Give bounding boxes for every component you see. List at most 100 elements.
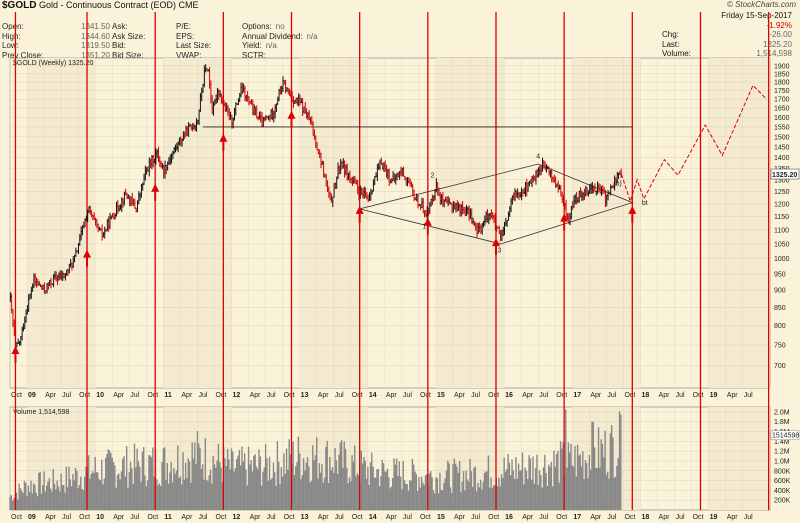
volume-bar <box>399 476 402 510</box>
info-key: Ask: <box>112 22 128 31</box>
x-tick-label: Oct <box>284 392 295 399</box>
x-tick-label: 16 <box>505 392 513 399</box>
volume-bar <box>178 477 180 510</box>
volume-bar <box>213 464 216 510</box>
volume-bar <box>571 465 574 510</box>
volume-bar <box>66 487 69 510</box>
volume-bar <box>169 472 171 510</box>
volume-bar <box>502 477 504 510</box>
volume-bar <box>153 476 155 510</box>
volume-bar <box>499 486 501 510</box>
volume-bar <box>110 453 112 510</box>
volume-bar <box>237 455 239 510</box>
volume-bar <box>208 475 210 510</box>
volume-bar <box>343 441 345 510</box>
volume-bar <box>199 448 201 510</box>
pattern-label: (b) <box>613 181 622 188</box>
volume-bar <box>128 472 130 510</box>
volume-bar <box>479 479 482 510</box>
volume-bar <box>183 479 186 510</box>
x-tick-label: Oct <box>11 392 22 399</box>
x-tick-label: Jul <box>198 514 207 521</box>
volume-bar <box>35 492 37 510</box>
volume-bar <box>549 466 551 510</box>
volume-bar <box>319 472 322 510</box>
volume-last-label: 1514598 <box>772 433 799 440</box>
volume-bar <box>595 467 597 510</box>
volume-bar <box>118 473 120 510</box>
volume-bar <box>139 466 141 510</box>
volume-bar <box>171 482 174 510</box>
volume-bar <box>232 451 234 510</box>
price-tick-label: 1200 <box>774 201 790 208</box>
volume-bar <box>424 475 427 510</box>
volume-bar <box>279 484 281 510</box>
volume-bar <box>452 464 454 510</box>
x-tick-label: Jul <box>62 392 71 399</box>
volume-bar <box>170 462 172 510</box>
volume-bar <box>112 461 115 510</box>
volume-bar <box>385 471 387 510</box>
volume-label: Volume: <box>662 49 691 58</box>
x-tick-label: Jul <box>676 392 685 399</box>
volume-bar <box>474 466 477 510</box>
x-tick-label: Apr <box>590 392 602 399</box>
volume-bar <box>506 469 508 510</box>
volume-bar <box>620 414 622 510</box>
volume-bar <box>267 480 269 510</box>
volume-bar <box>85 466 87 510</box>
volume-bar <box>565 409 567 510</box>
symbol: $GOLD <box>2 0 37 11</box>
volume-bar <box>454 463 457 510</box>
volume-bar <box>148 455 150 510</box>
volume-bar <box>61 485 64 510</box>
x-tick-label: Jul <box>335 514 344 521</box>
volume-bar <box>51 491 53 510</box>
volume-bar <box>523 484 525 510</box>
x-tick-label: Apr <box>659 392 671 399</box>
volume-bar <box>22 492 24 510</box>
volume-bar <box>369 462 372 510</box>
volume-bar <box>302 458 305 510</box>
cycle-arrow-head <box>83 249 92 258</box>
volume-bar <box>91 471 94 510</box>
volume-bar <box>431 476 433 510</box>
chg-value: -26.00 <box>769 30 792 39</box>
info-key: SCTR: <box>242 50 266 60</box>
volume-bar <box>481 489 483 510</box>
x-tick-label: Oct <box>284 514 295 521</box>
x-tick-label: Jul <box>607 514 616 521</box>
x-tick-label: 13 <box>301 392 309 399</box>
info-row: Bid: <box>112 41 172 51</box>
volume-bar <box>70 486 73 510</box>
volume-bar <box>445 470 448 510</box>
volume-bar <box>582 451 584 510</box>
volume-bar <box>28 491 31 510</box>
volume-bar <box>146 480 149 510</box>
volume-bar <box>270 479 272 510</box>
pattern-label: bt <box>642 200 648 207</box>
price-tick-label: 1900 <box>774 63 790 70</box>
volume-bar <box>553 450 555 510</box>
pattern-label: 4 <box>536 154 540 161</box>
price-tick-label: 1050 <box>774 241 790 248</box>
volume-bar <box>510 475 512 510</box>
volume-bar <box>390 486 393 510</box>
x-tick-label: Apr <box>318 514 330 521</box>
info-key: Bid Size: <box>112 50 144 60</box>
volume-bar <box>357 474 360 510</box>
volume-bar <box>48 478 51 510</box>
volume-bar <box>124 476 127 510</box>
info-value: 1341.50 <box>81 22 110 31</box>
x-tick-label: Jul <box>267 392 276 399</box>
volume-bar <box>276 441 279 510</box>
price-tick-label: 1550 <box>774 124 790 131</box>
volume-bar <box>309 482 311 510</box>
volume-bar <box>89 478 91 510</box>
volume-bar <box>440 489 442 510</box>
volume-bar <box>99 480 102 510</box>
volume-bar <box>198 443 200 510</box>
volume-bar <box>160 485 162 510</box>
price-tick-label: 1300 <box>774 177 790 184</box>
x-tick-label: Jul <box>335 392 344 399</box>
